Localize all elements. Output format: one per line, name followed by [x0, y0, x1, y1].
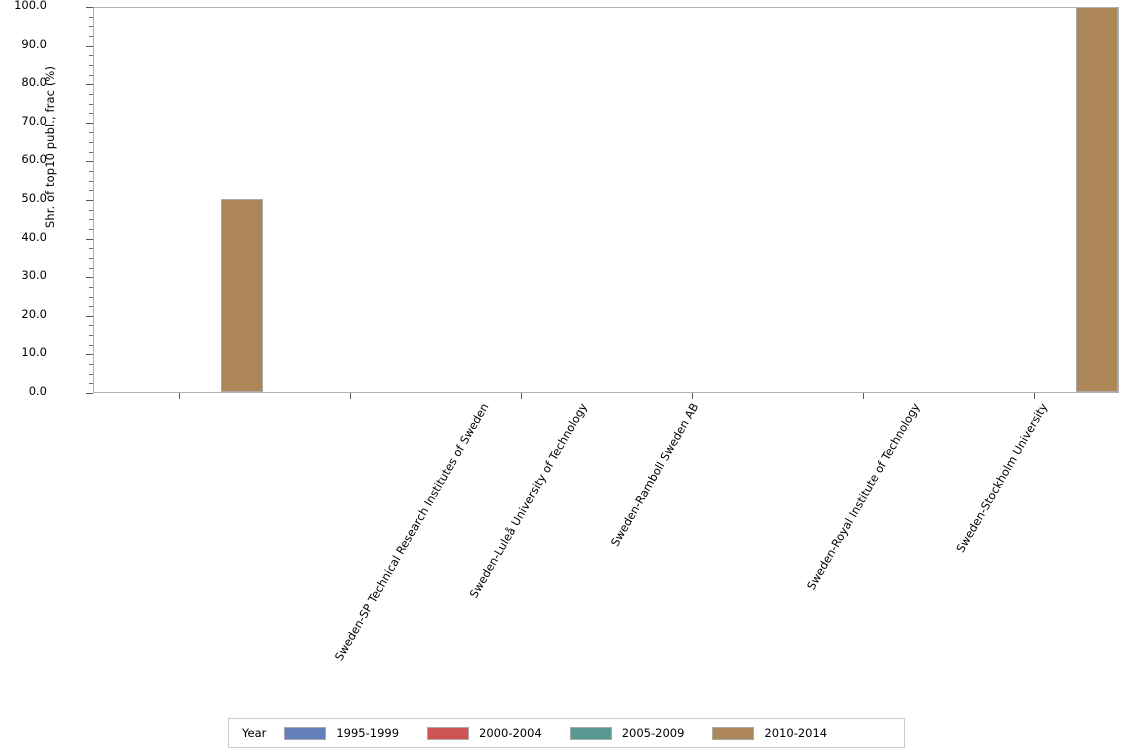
y-tick-mark — [86, 393, 93, 394]
legend-entries: 1995-1999 2000-2004 2005-2009 2010-2014 — [284, 726, 855, 740]
y-tick-mark — [86, 200, 93, 201]
legend: Year 1995-1999 2000-2004 2005-2009 2010-201… — [228, 718, 905, 748]
y-tick-label: 50.0 — [21, 191, 47, 205]
y-tick-label: 60.0 — [21, 152, 47, 167]
y-minor-tick-mark — [89, 190, 93, 192]
y-tick-label: 90.0 — [21, 36, 47, 51]
legend-swatch — [712, 726, 755, 740]
x-tick-mark — [691, 393, 693, 399]
y-minor-tick-mark — [89, 93, 93, 95]
y-minor-tick-mark — [89, 248, 93, 250]
y-tick-mark — [86, 122, 93, 124]
y-minor-tick-mark — [89, 335, 93, 337]
legend-label: 1995-1999 — [336, 726, 400, 740]
y-minor-tick-mark — [89, 267, 93, 269]
x-tick-mark — [349, 393, 351, 399]
y-tick-mark — [86, 354, 93, 356]
y-minor-tick-mark — [89, 219, 93, 221]
x-tick-mark — [520, 393, 522, 399]
y-minor-tick-mark — [89, 286, 93, 288]
y-tick-mark — [86, 161, 93, 163]
legend-swatch — [569, 726, 612, 740]
x-tick-label: Sweden-Stockholm University — [953, 401, 1050, 555]
x-tick-mark — [1033, 393, 1035, 399]
bar — [221, 199, 264, 392]
legend-label: 2005-2009 — [621, 726, 685, 740]
y-tick-label: 0.0 — [28, 384, 47, 398]
y-minor-tick-mark — [89, 26, 93, 28]
y-tick-label: 40.0 — [21, 229, 47, 244]
legend-entry[interactable]: 2000-2004 — [427, 726, 542, 740]
y-minor-tick-mark — [89, 257, 93, 259]
legend-swatch — [427, 726, 470, 740]
legend-label: 2010-2014 — [764, 726, 828, 740]
y-minor-tick-mark — [89, 383, 93, 385]
x-tick-mark — [178, 393, 180, 399]
y-tick-label: 80.0 — [21, 75, 47, 90]
y-minor-tick-mark — [89, 113, 93, 115]
x-tick-mark — [862, 393, 864, 399]
y-minor-tick-mark — [89, 296, 93, 298]
y-minor-tick-mark — [89, 132, 93, 134]
legend-swatch — [284, 726, 327, 740]
y-minor-tick-mark — [89, 325, 93, 327]
y-minor-tick-mark — [89, 209, 93, 211]
y-minor-tick-mark — [89, 16, 93, 18]
legend-entry[interactable]: 2005-2009 — [569, 726, 685, 740]
y-minor-tick-mark — [89, 180, 93, 182]
y-tick-mark — [86, 84, 93, 86]
x-tick-label: Sweden-Royal Institute of Technology — [804, 401, 923, 593]
y-minor-tick-mark — [89, 74, 93, 76]
y-tick-mark — [86, 315, 93, 317]
y-tick-label: 70.0 — [21, 113, 47, 128]
y-tick-mark — [86, 238, 93, 240]
y-minor-tick-mark — [89, 306, 93, 308]
y-tick-label: 30.0 — [21, 268, 47, 283]
y-minor-tick-mark — [89, 373, 93, 375]
y-tick-mark — [86, 7, 93, 8]
y-minor-tick-mark — [89, 35, 93, 37]
legend-entry[interactable]: 1995-1999 — [284, 726, 399, 740]
legend-label: 2000-2004 — [479, 726, 542, 740]
legend-entry[interactable]: 2010-2014 — [712, 726, 827, 740]
plot-area — [93, 7, 1119, 393]
y-tick-label: 10.0 — [21, 345, 47, 360]
y-minor-tick-mark — [89, 344, 93, 346]
bars-layer — [94, 8, 1118, 392]
y-tick-mark — [86, 277, 93, 279]
y-minor-tick-mark — [89, 228, 93, 230]
x-tick-label: Sweden-Ramboll Sweden AB — [608, 401, 701, 549]
x-tick-label: Sweden-SP Technical Research Institutes … — [332, 401, 491, 664]
y-tick-mark — [86, 45, 93, 47]
y-minor-tick-mark — [89, 142, 93, 144]
y-minor-tick-mark — [89, 103, 93, 105]
y-minor-tick-mark — [89, 364, 93, 366]
legend-title: Year — [242, 726, 267, 740]
y-minor-tick-mark — [89, 55, 93, 57]
y-minor-tick-mark — [89, 64, 93, 66]
bar — [1076, 8, 1118, 392]
y-tick-label: 20.0 — [21, 306, 47, 321]
y-tick-label: 100.0 — [14, 0, 47, 12]
y-minor-tick-mark — [89, 171, 93, 173]
x-tick-label: Sweden-Luleå University of Technology — [466, 401, 590, 601]
y-minor-tick-mark — [89, 151, 93, 153]
